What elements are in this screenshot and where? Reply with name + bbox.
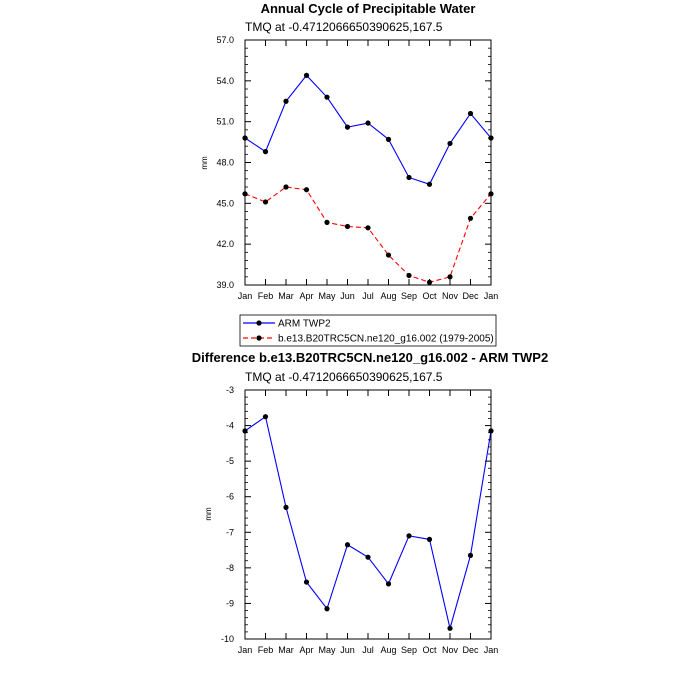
data-point [344,223,351,230]
data-point [303,579,310,585]
x-tick-label: Feb [258,291,274,301]
y-tick-label: 51.0 [216,117,234,127]
data-point [467,215,474,221]
data-point [365,120,371,126]
y-tick-label: -8 [226,563,234,573]
data-point [324,219,330,225]
legend-marker-obs [256,320,262,326]
x-tick-label: Feb [258,645,274,655]
data-point [447,274,453,280]
chart-subtitle: TMQ at -0.4712066650390625,167.5 [245,20,443,34]
data-point [283,504,289,510]
y-tick-label: -3 [226,385,234,395]
y-tick-label: 42.0 [216,239,234,249]
data-point [406,272,412,279]
x-tick-label: Jan [238,291,253,301]
data-point [385,136,392,142]
data-point [283,98,289,104]
data-point [426,181,433,187]
y-tick-label: -6 [226,492,234,502]
data-point [426,536,433,543]
x-tick-label: Jan [484,291,499,301]
x-tick-label: May [318,645,336,655]
data-point [262,149,269,155]
y-tick-label: 48.0 [216,158,234,168]
x-tick-label: Dec [462,291,479,301]
x-tick-label: Nov [442,291,459,301]
data-point [385,581,392,587]
y-tick-label: -5 [226,456,234,466]
chart-title: Difference b.e13.B20TRC5CN.ne120_g16.002… [192,350,548,365]
difference-panel: Difference b.e13.B20TRC5CN.ne120_g16.002… [192,350,548,655]
x-tick-label: Apr [299,645,313,655]
x-tick-label: Aug [380,291,396,301]
plot-frame [244,39,492,286]
x-tick-label: Jan [238,645,253,655]
data-point [262,199,269,205]
series-line-2 [244,186,492,283]
data-point [344,542,351,548]
legend: ARM TWP2 b.e13.B20TRC5CN.ne120_g16.002 (… [239,314,497,347]
data-point [467,552,474,559]
legend-marker-model [256,335,262,341]
data-point [467,110,474,117]
y-tick-label: 54.0 [216,76,234,86]
data-point [447,625,453,631]
data-point [262,414,269,420]
series-line-1 [244,74,492,185]
x-tick-label: May [318,291,336,301]
data-point [283,184,289,190]
x-tick-label: Jul [362,291,374,301]
y-tick-label: 57.0 [216,35,234,45]
x-tick-label: Aug [380,645,396,655]
plot-area: -10 -9 -8 -7 -6 -5 -4 -3 Jan Feb Mar Apr May Jun Jul Au… [221,385,498,655]
plot-frame [244,389,492,640]
y-tick-label: -10 [221,634,234,644]
x-tick-label: Dec [462,645,479,655]
data-point [365,225,371,231]
legend-box [239,314,497,347]
x-tick-label: Jan [484,645,499,655]
x-tick-label: Mar [278,291,294,301]
y-axis-label: mm [200,156,209,170]
plot-area: 39.0 42.0 45.0 48.0 51.0 54.0 57.0 Jan Feb Mar Apr… [216,35,498,301]
x-tick-label: Sep [401,291,417,301]
chart-title: Annual Cycle of Precipitable Water [261,1,476,16]
x-tick-label: Oct [422,291,437,301]
y-tick-label: 39.0 [216,280,234,290]
x-tick-label: Jul [362,645,374,655]
x-tick-label: Nov [442,645,459,655]
legend-entry-obs: ARM TWP2 [278,319,331,330]
data-point [303,187,310,193]
data-point [303,72,310,78]
data-point [447,140,453,147]
y-tick-label: -7 [226,527,234,537]
x-tick-label: Mar [278,645,294,655]
y-tick-label: -9 [226,598,234,608]
annual-cycle-panel: Annual Cycle of Precipitable Water TMQ a… [200,1,498,301]
y-tick-label: 45.0 [216,198,234,208]
series-line-1 [244,415,492,629]
legend-entry-model: b.e13.B20TRC5CN.ne120_g16.002 (1979-2005… [278,334,494,345]
x-tick-label: Jun [340,291,355,301]
data-point [385,252,392,258]
data-point [324,606,330,612]
x-tick-label: Jun [340,645,355,655]
data-point [406,174,412,181]
data-point [406,533,412,539]
x-tick-label: Sep [401,645,417,655]
y-tick-label: -4 [226,421,234,431]
data-point [344,124,351,130]
x-tick-label: Apr [299,291,313,301]
chart-subtitle: TMQ at -0.4712066650390625,167.5 [245,370,443,384]
data-point [324,94,330,100]
x-tick-label: Oct [422,645,437,655]
y-axis-label: mm [204,507,213,521]
data-point [365,554,371,560]
